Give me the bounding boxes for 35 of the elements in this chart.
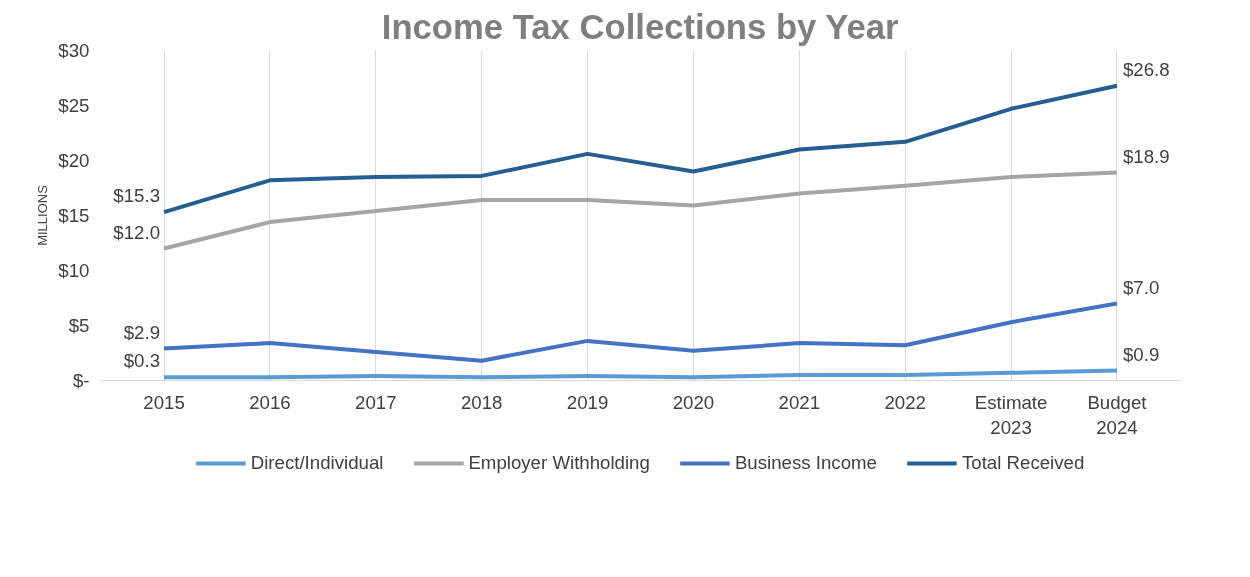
x-tick-label: Budget 2024 (1087, 391, 1148, 438)
y-tick-label: $5 (68, 315, 90, 336)
data-label: $7.0 (1122, 276, 1160, 298)
data-label: $0.9 (1122, 343, 1160, 365)
legend-label: Total Received (961, 452, 1085, 474)
y-axis-title: MILLIONS (35, 184, 51, 246)
y-tick-label: $15 (58, 205, 90, 226)
line-series (162, 83, 1119, 215)
x-tick-label: 2016 (249, 391, 291, 413)
data-label: $15.3 (113, 185, 161, 207)
data-label: $2.9 (123, 321, 161, 343)
data-label: $26.8 (1122, 58, 1170, 80)
legend-label: Employer Withholding (468, 452, 650, 474)
y-tick-label: $25 (58, 95, 90, 116)
chart-title: Income Tax Collections by Year (381, 7, 899, 46)
y-tick-label: $20 (58, 150, 90, 171)
x-tick-label: 2015 (143, 391, 185, 413)
legend-label: Direct/Individual (250, 452, 384, 474)
y-tick-label: $- (72, 370, 90, 391)
y-tick-label: $30 (58, 40, 90, 61)
data-label: $12.0 (113, 221, 161, 243)
x-tick-label: 2019 (566, 391, 609, 413)
y-tick-label: $10 (58, 260, 90, 281)
data-label: $18.9 (1122, 145, 1170, 167)
x-tick-label: 2021 (778, 391, 821, 413)
x-tick-label: 2018 (460, 391, 503, 413)
line-series (162, 170, 1119, 251)
line-series (162, 368, 1119, 380)
x-tick-label: Estimate 2023 (974, 391, 1048, 438)
data-label: $0.3 (123, 350, 161, 372)
x-tick-label: 2020 (672, 391, 715, 413)
legend-label: Business Income (734, 452, 877, 474)
line-series (162, 301, 1119, 363)
x-tick-label: 2017 (355, 391, 397, 413)
x-tick-label: 2022 (884, 391, 926, 413)
